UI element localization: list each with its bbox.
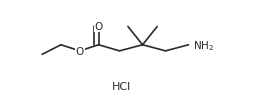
Text: HCl: HCl <box>112 81 131 91</box>
Text: O: O <box>94 22 103 32</box>
Text: O: O <box>76 46 84 56</box>
Text: NH$_2$: NH$_2$ <box>193 39 214 52</box>
